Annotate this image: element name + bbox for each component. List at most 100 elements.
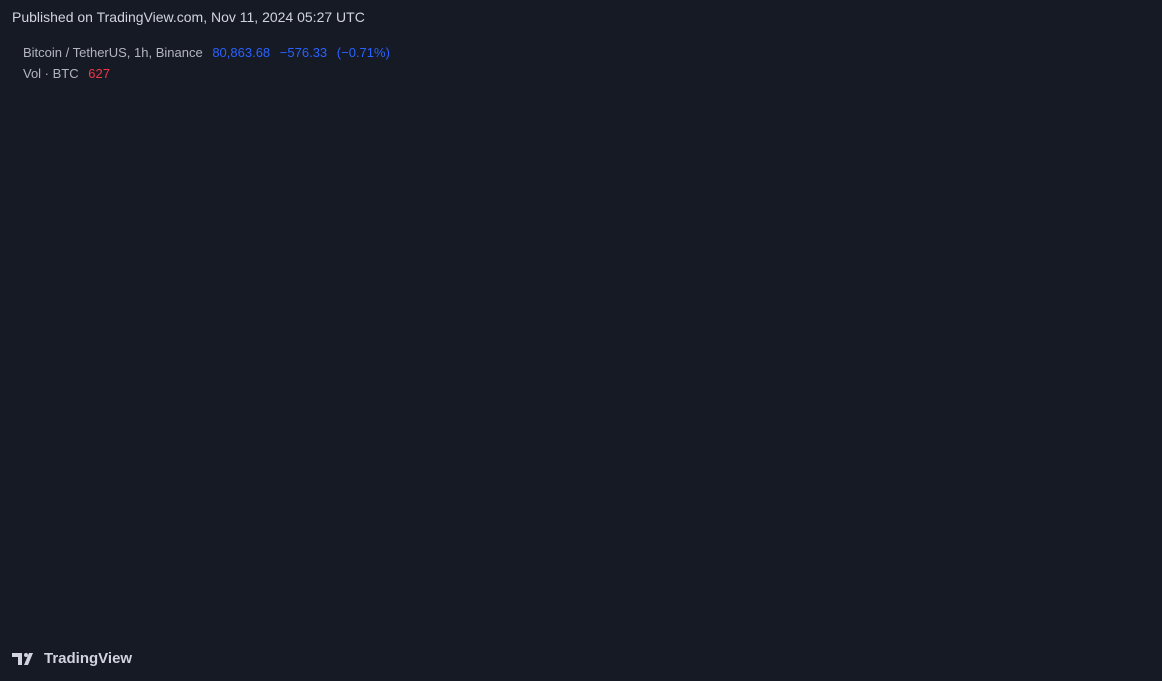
y-tick-label: 62,000.00 xyxy=(1080,551,1138,566)
volume-bar xyxy=(148,575,153,605)
volume-bar xyxy=(343,585,348,605)
legend-change: −576.33 xyxy=(279,45,328,60)
volume-bar xyxy=(840,569,845,605)
volume-bar xyxy=(322,579,327,605)
volume-bar xyxy=(587,575,592,605)
volume-bar xyxy=(856,563,861,605)
y-tick-label: 70,000.00 xyxy=(1080,359,1138,374)
x-tick-label: 14 xyxy=(80,611,96,627)
volume-value: 627 xyxy=(88,66,110,81)
volume-badge-label: 627 xyxy=(1072,584,1094,599)
volume-bar xyxy=(167,579,172,605)
volume-bar xyxy=(687,572,692,605)
volume-bar xyxy=(613,573,618,605)
volume-bar xyxy=(487,579,492,605)
volume-bar xyxy=(708,580,713,605)
volume-bar xyxy=(917,584,922,605)
x-tick-label: 7 xyxy=(900,611,908,627)
volume-bar xyxy=(528,590,533,605)
volume-bar xyxy=(678,582,683,605)
legend-row: Bitcoin / TetherUS, 1h, Binance 80,863.6… xyxy=(23,45,396,60)
volume-bar xyxy=(467,578,472,605)
volume-bar xyxy=(1023,581,1028,605)
volume-bar xyxy=(415,580,420,605)
x-tick-label: Nov xyxy=(687,611,712,627)
volume-bar xyxy=(908,582,913,605)
volume-bar xyxy=(697,575,702,605)
volume-bar xyxy=(895,563,900,605)
volume-bar xyxy=(428,584,433,605)
price-line xyxy=(11,91,1049,551)
y-tick-label: 64,000.00 xyxy=(1080,503,1138,518)
volume-bar xyxy=(125,583,130,605)
volume-bar xyxy=(137,553,142,605)
volume-bar xyxy=(317,555,322,605)
volume-bar xyxy=(178,581,183,605)
chart-panel xyxy=(11,34,1151,637)
x-tick-label: 21 xyxy=(318,611,334,627)
volume-bar xyxy=(207,585,212,605)
volume-legend-row: Vol · BTC 627 xyxy=(23,66,116,81)
volume-bar xyxy=(1032,540,1037,605)
volume-bar xyxy=(372,583,377,605)
last-price-label: 80,863.68 xyxy=(1075,100,1133,115)
volume-bar xyxy=(927,573,932,605)
volume-bar xyxy=(252,582,257,605)
volume-bar xyxy=(37,590,42,605)
volume-bar xyxy=(812,581,817,605)
volume-bar xyxy=(272,588,277,605)
volume-bar xyxy=(357,586,362,605)
volume-bar xyxy=(52,594,57,605)
volume-bar xyxy=(619,565,624,605)
volume-bar xyxy=(1037,557,1042,605)
volume-bar xyxy=(958,586,963,605)
volume-bar xyxy=(597,545,602,605)
volume-bar xyxy=(298,586,303,605)
volume-bar xyxy=(735,583,740,605)
y-tick-label: 78,000.00 xyxy=(1080,168,1138,183)
volume-bar xyxy=(237,573,242,605)
last-point xyxy=(1044,104,1051,111)
volume-bar xyxy=(135,510,140,605)
volume-bar xyxy=(478,588,483,605)
volume-bar xyxy=(658,576,663,605)
brand: TradingView xyxy=(12,650,132,667)
volume-bar xyxy=(943,578,948,605)
price-area xyxy=(12,92,1048,605)
volume-bar xyxy=(452,587,457,605)
legend-change-pct: (−0.71%) xyxy=(336,45,390,60)
volume-title: Vol · BTC xyxy=(23,66,79,81)
volume-bar xyxy=(407,562,412,605)
volume-bar xyxy=(982,583,987,605)
volume-bar xyxy=(1008,581,1013,605)
volume-bar xyxy=(393,574,398,605)
x-tick-label: 17 xyxy=(182,611,198,627)
brand-logo xyxy=(12,652,33,665)
last-price-badge xyxy=(1064,97,1144,118)
volume-bar xyxy=(116,580,121,605)
volume-bar xyxy=(1012,583,1017,605)
volume-bar xyxy=(887,567,892,605)
x-tick-label: 24 xyxy=(420,611,436,627)
volume-bar xyxy=(863,515,868,605)
volume-bar xyxy=(508,589,513,605)
volume-bar xyxy=(827,575,832,605)
y-tick-label: 82,000.00 xyxy=(1080,72,1138,87)
volume-bar xyxy=(715,585,720,605)
volume-bar xyxy=(543,587,548,605)
volume-badge xyxy=(1064,582,1102,602)
volume-bar xyxy=(558,579,563,605)
volume-bar xyxy=(877,553,882,605)
legend-price: 80,863.68 xyxy=(212,45,271,60)
volume-bar xyxy=(1045,598,1050,605)
volume-bar xyxy=(797,577,802,605)
x-tick-label: 4 xyxy=(798,611,806,627)
volume-bar xyxy=(102,569,107,605)
volume-bar xyxy=(767,583,772,605)
x-tick-label: 11 xyxy=(1033,611,1048,627)
volume-bar xyxy=(997,580,1002,605)
volume-bar xyxy=(873,465,878,605)
volume-bar xyxy=(719,565,724,605)
